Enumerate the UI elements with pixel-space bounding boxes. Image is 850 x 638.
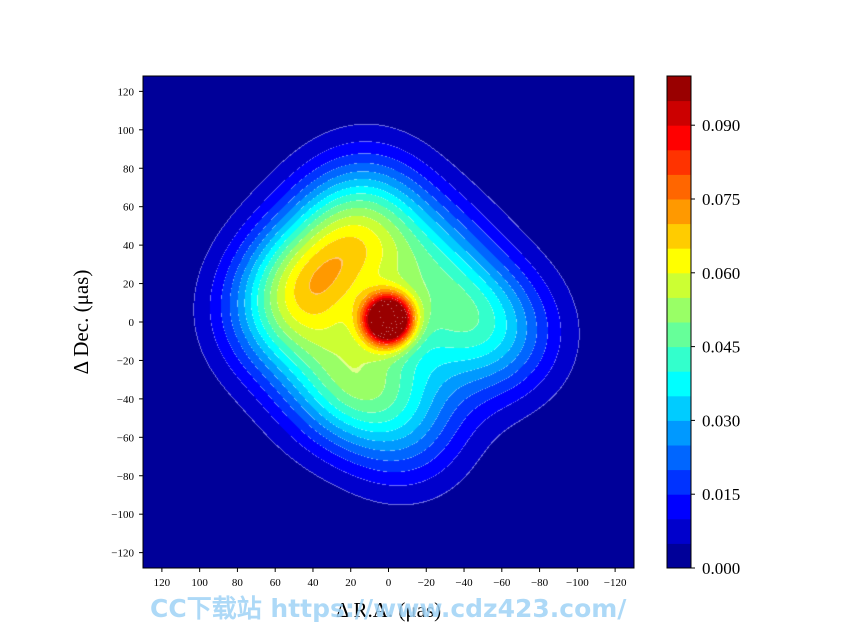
- colorbar-tick-label: 0.000: [702, 559, 740, 578]
- x-axis-title: Δ R.A. (μas): [336, 598, 441, 622]
- colorbar-segment: [667, 100, 691, 126]
- x-tick-label: 40: [307, 577, 319, 589]
- y-tick-label: 60: [123, 202, 135, 214]
- x-tick-label: 100: [191, 577, 208, 589]
- watermark-text: CC下载站 https://www.cdz423.com/: [150, 594, 627, 623]
- colorbar-segment: [667, 395, 691, 421]
- x-tick-label: 120: [154, 577, 171, 589]
- y-tick-label: −120: [111, 548, 134, 560]
- colorbar-tick-label: 0.060: [702, 264, 740, 283]
- x-tick-label: 80: [232, 577, 244, 589]
- y-tick-label: 100: [118, 125, 135, 137]
- colorbar-segment: [667, 346, 691, 372]
- y-tick-label: 80: [123, 163, 135, 175]
- y-tick-label: −60: [117, 432, 135, 444]
- colorbar-segment: [667, 371, 691, 397]
- x-tick-label: −60: [493, 577, 511, 589]
- heatmap-image: [143, 76, 634, 568]
- y-tick-label: −100: [111, 509, 134, 521]
- colorbar-tick-label: 0.090: [702, 116, 740, 135]
- colorbar-segment: [667, 174, 691, 200]
- colorbar-segment: [667, 248, 691, 274]
- x-axis: 120 100 80 60 40 20 0 −20 −40 −60 −80 −100 −120: [154, 568, 627, 589]
- x-tick-label: −40: [455, 577, 473, 589]
- colorbar-segment: [667, 149, 691, 175]
- colorbar-tick-label: 0.075: [702, 190, 740, 209]
- x-tick-label: 20: [345, 577, 357, 589]
- colorbar-segment: [667, 199, 691, 225]
- x-tick-label: −120: [604, 577, 627, 589]
- colorbar-segment: [667, 494, 691, 520]
- x-tick-label: −20: [418, 577, 436, 589]
- colorbar-segment: [667, 445, 691, 471]
- x-tick-label: 60: [270, 577, 282, 589]
- y-tick-label: −80: [117, 471, 135, 483]
- colorbar-segment: [667, 420, 691, 446]
- colorbar-tick-label: 0.045: [702, 338, 740, 357]
- y-axis: 120 100 80 60 40 20 0 −20 −40 −60 −80 −100 −120: [111, 86, 143, 560]
- colorbar-segment: [667, 469, 691, 495]
- y-axis-title: Δ Dec. (μas): [69, 270, 93, 375]
- colorbar-frame: [666, 75, 692, 569]
- colorbar-segment: [667, 272, 691, 298]
- y-tick-label: −40: [117, 394, 135, 406]
- x-tick-label: −100: [566, 577, 589, 589]
- colorbar-segment: [667, 543, 691, 569]
- y-tick-label: 120: [118, 86, 135, 98]
- y-tick-label: 20: [123, 279, 135, 291]
- y-tick-label: 0: [129, 317, 135, 329]
- colorbar: 0.000 0.015 0.030 0.045 0.060 0.075 0.090: [666, 75, 740, 578]
- y-tick-label: 40: [123, 240, 135, 252]
- colorbar-tick-label: 0.030: [702, 411, 740, 430]
- x-tick-label: 0: [386, 577, 392, 589]
- colorbar-segment: [667, 322, 691, 348]
- colorbar-segment: [667, 297, 691, 323]
- colorbar-segment: [667, 125, 691, 151]
- colorbar-segment: [667, 518, 691, 544]
- colorbar-tick-label: 0.015: [702, 485, 740, 504]
- colorbar-segment: [667, 223, 691, 249]
- y-tick-label: −20: [117, 355, 135, 367]
- colorbar-segment: [667, 76, 691, 102]
- plot-area: [142, 75, 635, 569]
- x-tick-label: −80: [531, 577, 549, 589]
